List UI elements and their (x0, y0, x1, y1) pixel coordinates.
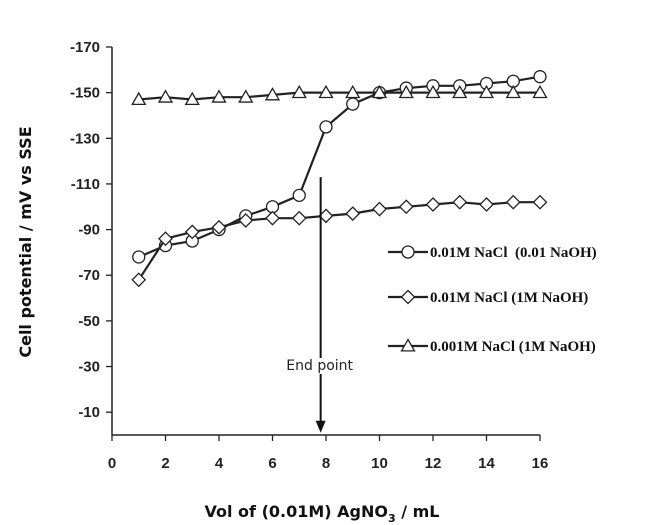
data-point (425, 84, 441, 99)
x-tick-label: 6 (268, 455, 276, 472)
data-point (131, 91, 147, 106)
data-point (452, 84, 468, 99)
y-tick-label: -30 (78, 359, 100, 376)
x-axis-title-main: Vol of (0.01M) AgNO (204, 502, 388, 521)
data-point (479, 197, 494, 212)
data-point (184, 91, 200, 106)
series-line (138, 91, 540, 101)
data-point (478, 84, 495, 99)
y-axis-title: Cell potential / mV vs SSE (16, 126, 35, 357)
data-point (211, 89, 227, 103)
x-axis-title-subscript: 3 (388, 512, 396, 525)
data-point (452, 194, 468, 210)
x-tick-label: 4 (215, 455, 224, 472)
legend-marker (400, 338, 416, 352)
data-point (345, 84, 361, 99)
axes: -10 -30 -50 -70 -90 -110 -130 -150 -170 0 2 4 6 8 10 12… (70, 39, 548, 472)
data-point (184, 224, 200, 240)
data-point (291, 84, 307, 99)
legend-label: 0.001M NaCl (1M NaOH) (430, 339, 596, 355)
x-tick-label: 8 (322, 455, 330, 472)
data-point (319, 120, 333, 134)
series-line (138, 75, 541, 259)
data-point (533, 70, 547, 84)
end-point-annotation: End point (286, 177, 354, 433)
x-tick-label: 14 (478, 455, 495, 472)
y-tick-label: -170 (70, 39, 100, 56)
data-point (345, 206, 361, 222)
data-point (238, 213, 254, 228)
data-point (346, 97, 360, 111)
series-line (137, 201, 540, 281)
end-point-arrow-head (315, 420, 326, 433)
legend-marker (401, 245, 415, 259)
legend-label: 0.01M NaCl (1M NaOH) (430, 290, 588, 306)
end-point-label-gap (318, 358, 324, 374)
y-tick-label: -150 (70, 85, 100, 102)
y-tick-label: -70 (78, 267, 100, 284)
x-tick-label: 12 (425, 455, 442, 472)
data-point (132, 250, 146, 264)
end-point-label: End point (286, 358, 353, 374)
data-point (318, 84, 334, 99)
x-axis-title-unit: / mL (396, 502, 440, 521)
legend-marker (400, 289, 416, 305)
legend-item-triangle: 0.001M NaCl (1M NaOH) (388, 338, 596, 355)
data-point (264, 87, 281, 101)
data-point (318, 208, 334, 224)
data-point (505, 194, 521, 210)
data-point (291, 210, 307, 226)
y-tick-label: -110 (71, 176, 100, 193)
y-tick-label: -50 (78, 313, 100, 330)
data-point (265, 210, 280, 226)
series-diamond (131, 194, 548, 288)
plot-area: End point (131, 70, 548, 433)
data-point (505, 84, 521, 99)
y-tick-label: -90 (78, 222, 100, 239)
x-axis-title: Vol of (0.01M) AgNO3 / mL (204, 502, 439, 525)
data-point (372, 201, 387, 217)
x-tick-label: 0 (108, 455, 116, 472)
data-point (398, 84, 414, 99)
x-tick-label: 2 (161, 455, 169, 472)
data-point (238, 89, 254, 103)
data-point (398, 199, 414, 215)
data-point (371, 84, 388, 99)
legend-label: 0.01M NaCl (0.01 NaOH) (430, 245, 597, 261)
data-point (532, 194, 548, 210)
series-triangle (131, 84, 548, 106)
data-point (131, 272, 147, 288)
x-tick-label: 10 (371, 455, 388, 472)
x-tick-label: 16 (532, 455, 549, 472)
data-point (292, 188, 306, 203)
data-point (211, 219, 227, 235)
y-tick-label: -10 (78, 404, 100, 421)
legend-item-circle: 0.01M NaCl (0.01 NaOH) (388, 245, 597, 261)
legend-item-diamond: 0.01M NaCl (1M NaOH) (388, 289, 588, 306)
data-point (158, 231, 173, 247)
y-tick-label: -130 (70, 130, 100, 147)
legend: 0.01M NaCl (0.01 NaOH) 0.01M NaCl (1M NaO… (388, 245, 597, 355)
data-point (532, 84, 548, 99)
data-point (425, 197, 441, 212)
data-point (157, 89, 174, 103)
